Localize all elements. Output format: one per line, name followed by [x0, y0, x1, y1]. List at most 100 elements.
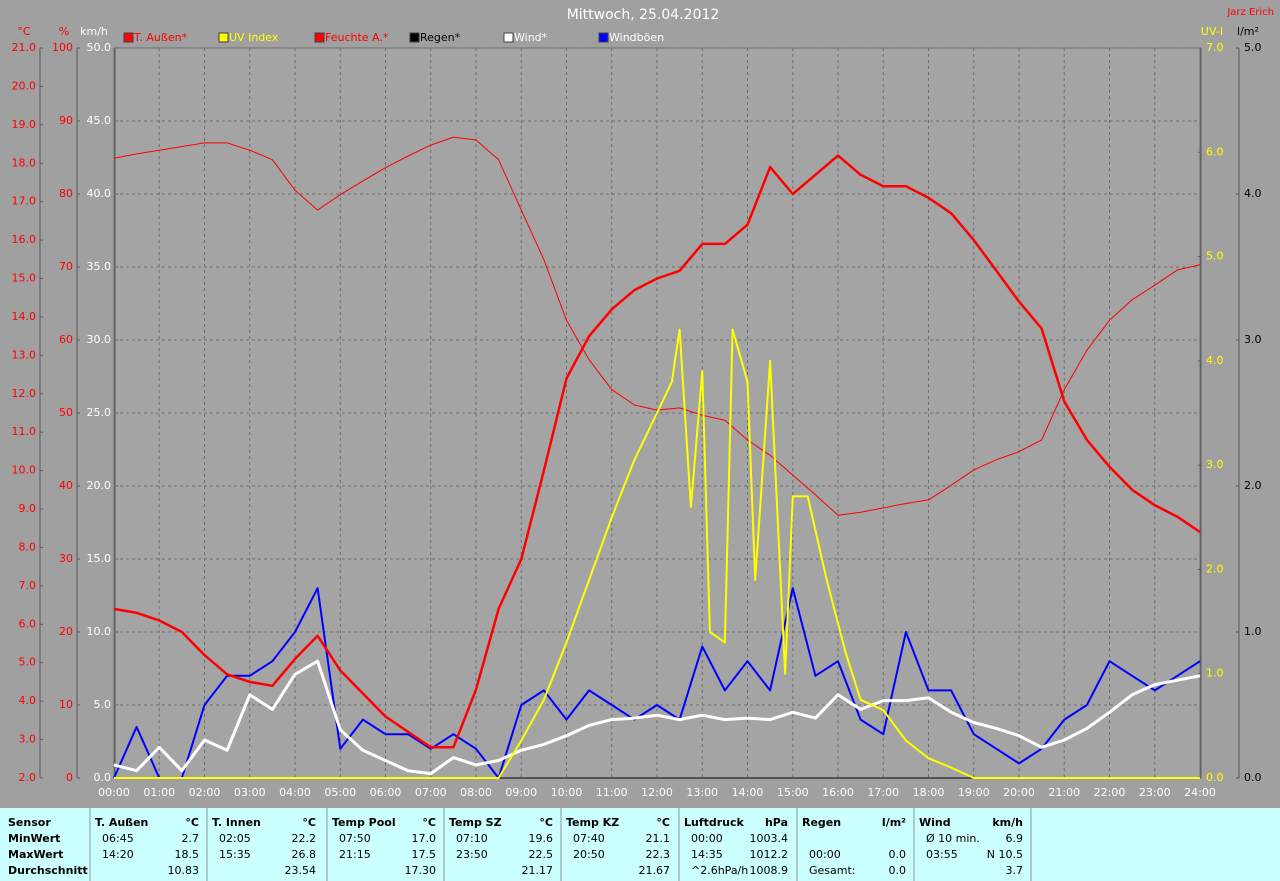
y-tick-label: 80: [59, 187, 73, 200]
y-tick-label: 7.0: [1206, 41, 1224, 54]
summary-table: Sensor MinWert MaxWert Durchschnitt T. Außen…: [8, 808, 1032, 881]
x-tick-label: 01:00: [143, 786, 175, 799]
x-tick-label: 19:00: [958, 786, 990, 799]
cell-time: 21:15: [339, 848, 371, 861]
y-tick-label: 5.0: [19, 656, 37, 669]
series-line: [113, 154, 1201, 749]
cell-value: 17.30: [405, 864, 437, 877]
cell-value: 1003.4: [750, 832, 789, 845]
cell-time: 23:50: [456, 848, 488, 861]
cell-time: 02:05: [219, 832, 251, 845]
cell-value: 0.0: [889, 848, 907, 861]
series-line: [113, 659, 1201, 776]
cell-value: 22.3: [646, 848, 671, 861]
cell-value: 21.17: [522, 864, 554, 877]
cell-time: 03:55: [926, 848, 958, 861]
y-tick-label: 14.0: [12, 310, 37, 323]
cell-time: Ø 10 min.: [926, 832, 980, 845]
y-tick-label: 25.0: [87, 406, 112, 419]
y-tick-label: 4.0: [1206, 354, 1224, 367]
y-tick-label: 18.0: [12, 156, 37, 169]
y-tick-label: 20.0: [87, 479, 112, 492]
row-label: MinWert: [8, 832, 60, 845]
y-tick-label: 13.0: [12, 348, 37, 361]
axis-unit: %: [59, 25, 69, 38]
y-tick-label: 45.0: [87, 114, 112, 127]
axis-unit: UV-I: [1201, 25, 1223, 38]
y-tick-label: 60: [59, 333, 73, 346]
y-tick-label: 5.0: [94, 698, 112, 711]
y-tick-label: 40.0: [87, 187, 112, 200]
x-tick-label: 18:00: [913, 786, 945, 799]
legend-swatch: [409, 32, 420, 43]
cell-time: 14:20: [102, 848, 134, 861]
cell-value: 26.8: [292, 848, 317, 861]
column-header: Regen: [802, 816, 841, 829]
x-tick-label: 04:00: [279, 786, 311, 799]
x-tick-label: 22:00: [1094, 786, 1126, 799]
y-tick-label: 90: [59, 114, 73, 127]
y-tick-label: 10: [59, 698, 73, 711]
y-tick-label: 4.0: [1244, 187, 1262, 200]
x-tick-label: 05:00: [324, 786, 356, 799]
y-tick-label: 30: [59, 552, 73, 565]
cell-value: 3.7: [1006, 864, 1024, 877]
y-tick-label: 10.0: [87, 625, 112, 638]
cell-time: 00:00: [809, 848, 841, 861]
y-tick-label: 11.0: [12, 425, 37, 438]
y-tick-label: 19.0: [12, 118, 37, 131]
column-unit: hPa: [765, 816, 788, 829]
y-tick-label: 4.0: [19, 694, 37, 707]
series-line: [113, 136, 1201, 516]
y-tick-label: 15.0: [12, 272, 37, 285]
y-tick-label: 6.0: [1206, 145, 1224, 158]
x-tick-label: 12:00: [641, 786, 673, 799]
column-header: Wind: [919, 816, 951, 829]
x-tick-label: 23:00: [1139, 786, 1171, 799]
cell-time: ^2.6hPa/h: [691, 864, 748, 877]
cell-value: 21.67: [639, 864, 671, 877]
x-tick-label: 07:00: [415, 786, 447, 799]
table-background: [0, 808, 1280, 881]
cell-value: 17.0: [412, 832, 437, 845]
series-line: [114, 328, 1200, 779]
y-tick-label: 100: [52, 41, 73, 54]
x-tick-label: 21:00: [1048, 786, 1080, 799]
cell-value: 17.5: [412, 848, 437, 861]
legend-swatch: [218, 32, 229, 43]
column-header: Luftdruck: [684, 816, 745, 829]
x-tick-label: 24:00: [1184, 786, 1216, 799]
column-unit: °C: [656, 816, 670, 829]
x-tick-label: 09:00: [505, 786, 537, 799]
cell-time: 14:35: [691, 848, 723, 861]
y-tick-label: 2.0: [1244, 479, 1262, 492]
y-tick-label: 3.0: [1244, 333, 1262, 346]
y-tick-label: 50: [59, 406, 73, 419]
cell-time: 07:40: [573, 832, 605, 845]
cell-value: 21.1: [646, 832, 671, 845]
cell-value: 22.5: [529, 848, 554, 861]
axis-unit: km/h: [80, 25, 108, 38]
y-tick-label: 21.0: [12, 41, 37, 54]
axis-unit: °C: [17, 25, 31, 38]
x-tick-label: 10:00: [551, 786, 583, 799]
cell-value: 10.83: [168, 864, 200, 877]
x-tick-label: 16:00: [822, 786, 854, 799]
y-tick-label: 0.0: [1206, 771, 1224, 784]
cell-value: 1008.9: [750, 864, 789, 877]
cell-value: 23.54: [285, 864, 317, 877]
y-tick-label: 0.0: [1244, 771, 1262, 784]
legend-label: Regen*: [420, 31, 461, 44]
y-tick-label: 10.0: [12, 464, 37, 477]
x-tick-label: 15:00: [777, 786, 809, 799]
y-tick-label: 1.0: [1206, 667, 1224, 680]
cell-value: N 10.5: [987, 848, 1023, 861]
y-tick-label: 12.0: [12, 387, 37, 400]
y-tick-label: 30.0: [87, 333, 112, 346]
y-tick-label: 20: [59, 625, 73, 638]
y-tick-label: 50.0: [87, 41, 112, 54]
legend-label: UV Index: [229, 31, 279, 44]
y-tick-label: 17.0: [12, 195, 37, 208]
y-tick-label: 0: [66, 771, 73, 784]
column-unit: l/m²: [882, 816, 906, 829]
